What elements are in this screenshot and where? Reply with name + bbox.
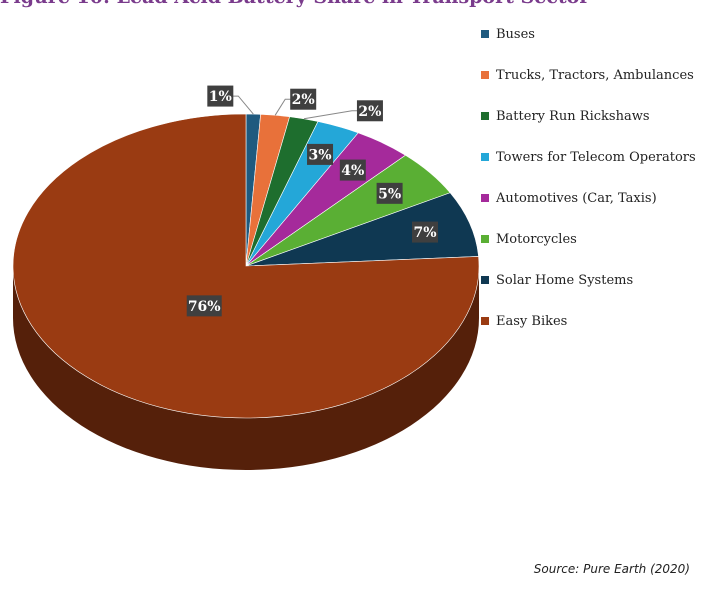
legend-item-3: Towers for Telecom Operators xyxy=(481,149,696,167)
data-label-7: 76% xyxy=(188,299,221,315)
legend-label-1: Trucks, Tractors, Ambulances xyxy=(496,68,694,83)
data-label-6: 7% xyxy=(413,225,436,241)
data-label-box-2 xyxy=(356,100,383,122)
pie-slice-6 xyxy=(245,192,479,267)
data-label-box-5 xyxy=(376,182,403,204)
legend-swatch-6 xyxy=(481,276,489,284)
legend-label-0: Buses xyxy=(496,27,535,42)
legend-item-1: Trucks, Tractors, Ambulances xyxy=(481,67,694,85)
legend-label-6: Solar Home Systems xyxy=(496,273,634,288)
data-label-1: 2% xyxy=(292,92,315,108)
data-label-box-0 xyxy=(207,85,234,107)
data-label-2: 2% xyxy=(358,104,381,120)
legend-item-7: Easy Bikes xyxy=(481,313,567,331)
legend-label-7: Easy Bikes xyxy=(496,314,568,329)
pie-slice-side-7 xyxy=(13,266,479,470)
data-label-box-4 xyxy=(339,159,366,181)
legend-label-4: Automotives (Car, Taxis) xyxy=(496,191,657,206)
data-label-box-7 xyxy=(186,295,222,317)
legend-swatch-7 xyxy=(481,317,489,325)
data-label-box-1 xyxy=(290,88,317,110)
pie-chart: 1% 2% 2% 3% 4% 5% 7% 76% xyxy=(12,85,480,470)
legend-swatch-0 xyxy=(481,30,489,38)
data-label-0: 1% xyxy=(209,89,232,105)
data-label-4: 4% xyxy=(341,163,364,179)
source-note: Source: Pure Earth (2020) xyxy=(533,562,690,576)
legend-label-3: Towers for Telecom Operators xyxy=(496,150,696,165)
data-label-3: 3% xyxy=(309,147,332,163)
legend-item-0: Buses xyxy=(481,26,535,44)
legend-item-5: Motorcycles xyxy=(481,231,577,249)
data-label-box-3 xyxy=(307,143,334,165)
legend-swatch-1 xyxy=(481,71,489,79)
legend-item-6: Solar Home Systems xyxy=(481,272,633,290)
legend-swatch-4 xyxy=(481,194,489,202)
legend-item-4: Automotives (Car, Taxis) xyxy=(481,190,657,208)
data-label-box-6 xyxy=(411,221,438,243)
pie-slice-7 xyxy=(12,113,480,419)
legend-label-2: Battery Run Rickshaws xyxy=(496,109,650,124)
legend-swatch-5 xyxy=(481,235,489,243)
legend-item-2: Battery Run Rickshaws xyxy=(481,108,650,126)
legend-swatch-2 xyxy=(481,112,489,120)
data-label-5: 5% xyxy=(378,186,401,202)
legend-swatch-3 xyxy=(481,153,489,161)
chart-title: Figure 10: Lead Acid Battery Share in Tr… xyxy=(0,0,589,8)
legend-label-5: Motorcycles xyxy=(496,232,577,247)
